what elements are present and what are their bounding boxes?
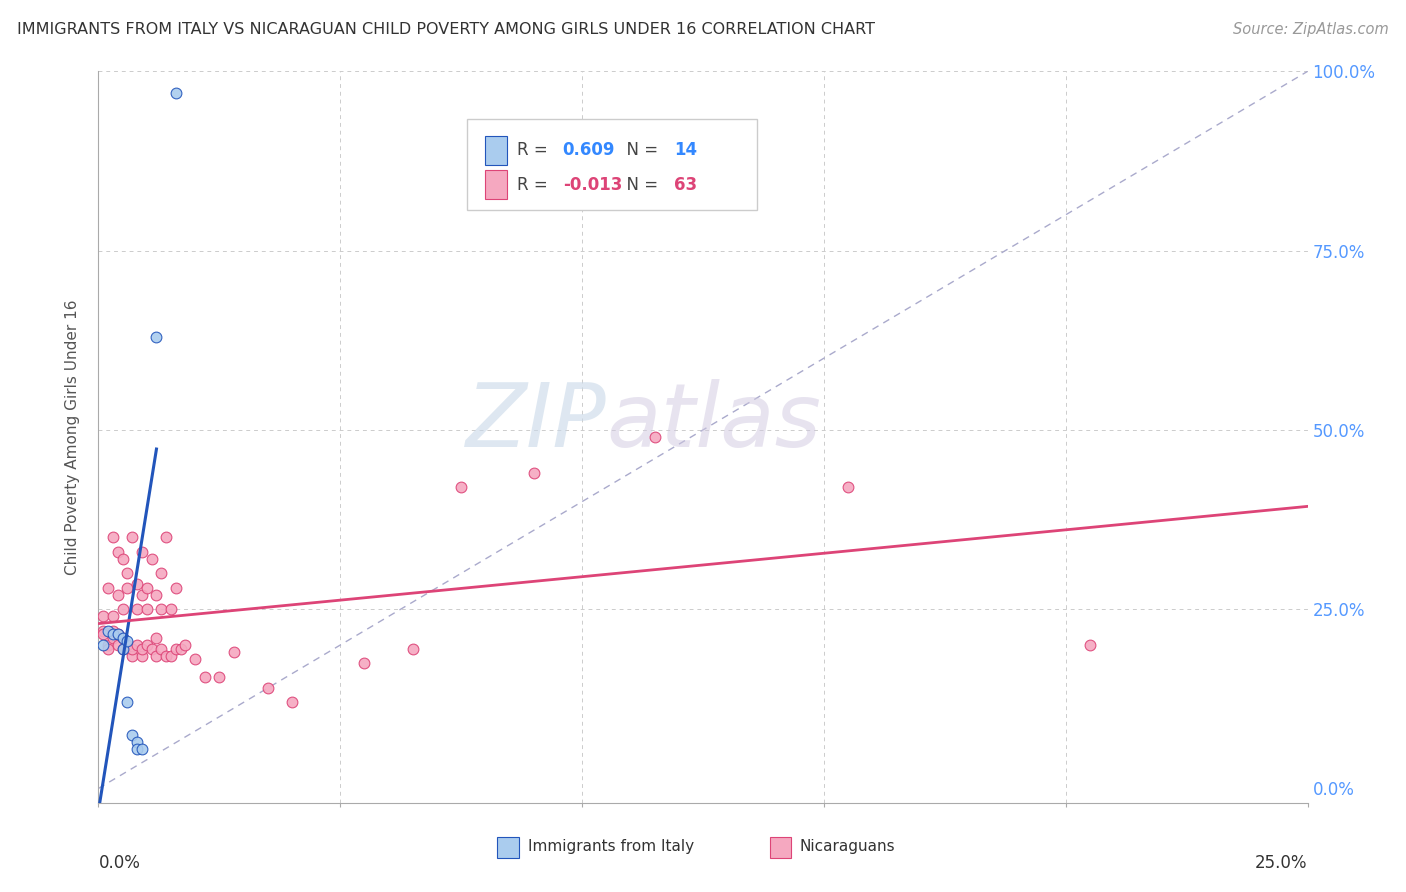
Point [121, 648, 143, 663]
Point [97, 641, 120, 656]
Text: R =: R = [517, 141, 553, 160]
Point [150, 641, 173, 656]
Point [402, 641, 425, 656]
Point [145, 631, 167, 645]
Point [91, 609, 114, 624]
Point [256, 681, 278, 695]
Point [117, 581, 139, 595]
Point [107, 627, 129, 641]
Point [222, 645, 245, 659]
Point [145, 329, 167, 343]
Point [150, 566, 173, 581]
Point [523, 466, 546, 480]
Text: -0.013: -0.013 [562, 176, 621, 194]
Point [107, 638, 129, 652]
Text: R =: R = [517, 176, 553, 194]
Point [150, 602, 173, 616]
Point [165, 86, 187, 100]
Text: Source: ZipAtlas.com: Source: ZipAtlas.com [1233, 22, 1389, 37]
Point [91, 627, 114, 641]
Point [101, 627, 124, 641]
Point [155, 648, 177, 663]
Point [101, 631, 124, 645]
Point [165, 581, 187, 595]
Text: Immigrants from Italy: Immigrants from Italy [527, 839, 693, 855]
Point [194, 670, 217, 684]
Point [97, 638, 120, 652]
Point [117, 695, 139, 709]
Text: atlas: atlas [606, 379, 821, 466]
Point [101, 624, 124, 638]
Point [165, 641, 187, 656]
Point [450, 480, 472, 494]
Point [131, 545, 153, 559]
Point [160, 602, 183, 616]
Point [117, 566, 139, 581]
Point [135, 602, 157, 616]
Point [121, 641, 143, 656]
Point [121, 531, 143, 545]
Point [91, 638, 114, 652]
Point [131, 641, 153, 656]
Point [127, 577, 149, 591]
Point [169, 641, 191, 656]
Y-axis label: Child Poverty Among Girls Under 16: Child Poverty Among Girls Under 16 [65, 300, 80, 574]
Point [160, 648, 183, 663]
Point [101, 531, 124, 545]
Point [281, 695, 304, 709]
Point [111, 641, 134, 656]
Point [353, 656, 375, 670]
FancyBboxPatch shape [467, 119, 758, 211]
Point [127, 602, 149, 616]
Point [121, 728, 143, 742]
Point [117, 634, 139, 648]
Point [644, 430, 666, 444]
Text: 0.0%: 0.0% [98, 854, 141, 872]
Point [111, 552, 134, 566]
Text: Nicaraguans: Nicaraguans [800, 839, 896, 855]
Bar [485, 170, 508, 199]
Point [101, 609, 124, 624]
Point [117, 638, 139, 652]
Point [174, 638, 197, 652]
Bar [498, 838, 519, 858]
Point [145, 588, 167, 602]
Point [127, 742, 149, 756]
Point [135, 638, 157, 652]
Point [107, 588, 129, 602]
Point [208, 670, 231, 684]
Point [141, 552, 163, 566]
Text: 63: 63 [673, 176, 697, 194]
Point [131, 648, 153, 663]
Point [184, 652, 207, 666]
Point [141, 641, 163, 656]
Text: IMMIGRANTS FROM ITALY VS NICARAGUAN CHILD POVERTY AMONG GIRLS UNDER 16 CORRELATI: IMMIGRANTS FROM ITALY VS NICARAGUAN CHIL… [17, 22, 875, 37]
Point [131, 588, 153, 602]
Text: N =: N = [616, 176, 664, 194]
Point [107, 545, 129, 559]
Point [135, 581, 157, 595]
Point [111, 602, 134, 616]
Point [837, 480, 859, 494]
Point [131, 742, 153, 756]
Point [127, 638, 149, 652]
Point [111, 631, 134, 645]
Point [145, 648, 167, 663]
Point [155, 531, 177, 545]
Bar [769, 838, 792, 858]
Point [91, 624, 114, 638]
Point [127, 735, 149, 749]
Point [97, 624, 120, 638]
Text: N =: N = [616, 141, 664, 160]
Point [107, 627, 129, 641]
Text: 14: 14 [673, 141, 697, 160]
Text: ZIP: ZIP [465, 379, 606, 466]
Text: 0.609: 0.609 [562, 141, 616, 160]
Point [111, 631, 134, 645]
Point [111, 641, 134, 656]
Point [1078, 638, 1101, 652]
Point [97, 581, 120, 595]
Text: 25.0%: 25.0% [1256, 854, 1308, 872]
Bar [485, 136, 508, 165]
